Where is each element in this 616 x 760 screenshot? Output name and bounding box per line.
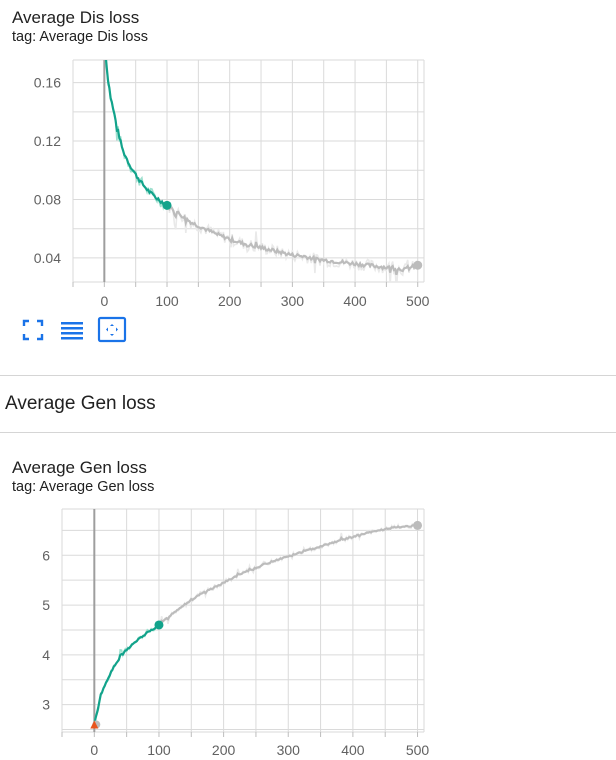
x-tick-label: 500 xyxy=(406,742,430,758)
chart-tag: tag: Average Gen loss xyxy=(12,479,155,495)
log-scale-icon xyxy=(61,322,83,340)
x-tick-label: 300 xyxy=(281,293,305,309)
y-tick-label: 0.04 xyxy=(34,250,61,266)
smoothed-series-line xyxy=(158,523,419,626)
highlight-end-point xyxy=(162,200,172,210)
y-tick-label: 0.12 xyxy=(34,133,61,149)
smoothed-series-line-highlighted xyxy=(104,60,168,208)
section-header: Average Gen loss xyxy=(5,393,156,414)
chart-title: Average Dis loss xyxy=(12,8,140,27)
smoothed-series-line-highlighted xyxy=(93,623,160,725)
x-tick-label: 500 xyxy=(406,293,430,309)
x-tick-label: 300 xyxy=(277,742,301,758)
y-tick-label: 0.08 xyxy=(34,191,61,207)
x-tick-label: 200 xyxy=(212,742,236,758)
highlight-end-point xyxy=(154,620,164,630)
y-tick-label: 6 xyxy=(42,547,50,563)
fit-domain-button[interactable] xyxy=(97,315,127,345)
y-tick-label: 4 xyxy=(42,647,50,663)
log-scale-button[interactable] xyxy=(57,315,87,345)
chart-tag: tag: Average Dis loss xyxy=(12,29,148,45)
section-divider xyxy=(0,375,616,376)
series-group xyxy=(104,60,419,282)
x-tick-label: 0 xyxy=(100,293,108,309)
series-group xyxy=(93,522,419,725)
gen-loss-card: Average Gen loss tag: Average Gen loss 0… xyxy=(0,449,616,760)
x-tick-label: 200 xyxy=(218,293,242,309)
fullscreen-icon xyxy=(22,319,44,341)
fullscreen-button[interactable] xyxy=(18,315,48,345)
series-end-point xyxy=(413,520,423,530)
fit-domain-icon xyxy=(97,316,127,343)
gen-loss-chart[interactable]: 0 100 200 300 400 500 3 4 5 6 xyxy=(0,449,616,760)
smoothed-series-line xyxy=(166,202,419,276)
dis-loss-chart[interactable]: 0 100 200 300 400 500 0.04 0.08 0.12 0.16 xyxy=(0,0,616,315)
y-tick-label: 5 xyxy=(42,597,50,613)
series-start-marker xyxy=(90,720,99,729)
x-tick-label: 400 xyxy=(343,293,367,309)
x-tick-label: 100 xyxy=(155,293,179,309)
dis-loss-card: Average Dis loss tag: Average Dis loss 0… xyxy=(0,0,616,375)
section-divider xyxy=(0,432,616,433)
y-tick-label: 0.16 xyxy=(34,75,61,91)
x-tick-label: 0 xyxy=(90,742,98,758)
chart-title: Average Gen loss xyxy=(12,458,147,477)
y-tick-label: 3 xyxy=(42,697,50,713)
series-end-point xyxy=(413,260,423,270)
x-tick-label: 400 xyxy=(341,742,365,758)
x-tick-label: 100 xyxy=(147,742,171,758)
